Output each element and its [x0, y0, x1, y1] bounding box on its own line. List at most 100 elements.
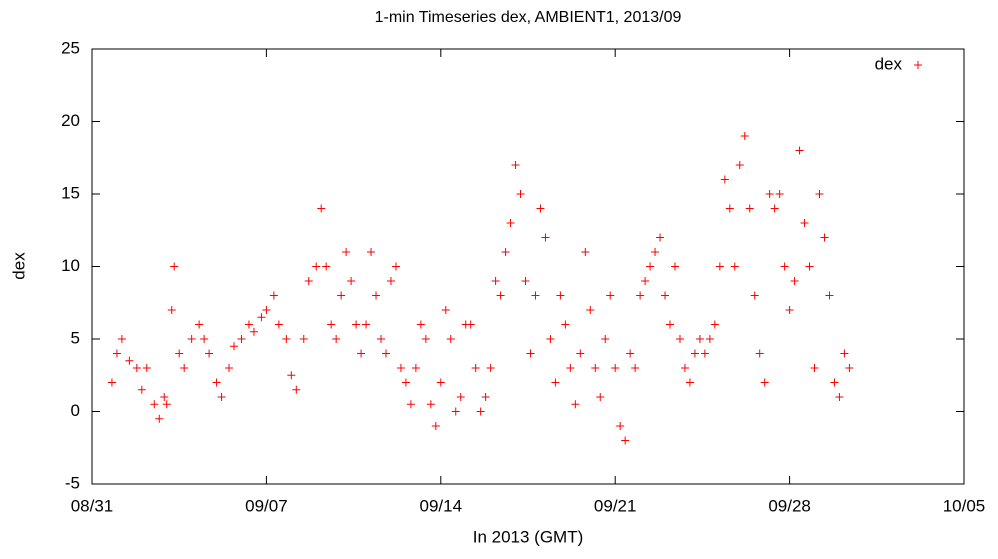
point: [725, 204, 734, 213]
point: [195, 320, 204, 329]
point: [436, 378, 445, 387]
point: [456, 393, 465, 401]
y-tick-label: 15: [61, 183, 80, 202]
point: [249, 327, 258, 336]
point: [581, 248, 590, 256]
point: [471, 364, 480, 372]
point: [616, 422, 625, 430]
point: [411, 364, 420, 372]
point: [466, 320, 475, 329]
point: [117, 335, 126, 343]
point: [680, 364, 689, 372]
point: [506, 219, 515, 227]
x-tick-label: 08/31: [71, 496, 114, 515]
point: [187, 335, 196, 343]
point: [541, 233, 550, 242]
point: [200, 335, 209, 343]
point: [591, 364, 600, 372]
y-tick-label: 5: [71, 328, 80, 347]
point: [656, 233, 665, 242]
point: [391, 262, 400, 271]
point: [496, 291, 505, 300]
point: [511, 161, 520, 169]
y-tick-label: 25: [61, 38, 80, 57]
point: [446, 335, 455, 343]
point: [596, 393, 605, 401]
point: [626, 349, 635, 358]
point: [244, 320, 253, 329]
y-tick-label: 10: [61, 256, 80, 275]
point: [636, 291, 645, 300]
point: [631, 364, 640, 372]
point: [840, 349, 849, 358]
point: [262, 306, 271, 314]
point: [745, 204, 754, 213]
point: [810, 364, 819, 372]
point: [795, 146, 804, 155]
point: [332, 335, 341, 343]
point: [690, 349, 699, 358]
point: [396, 364, 405, 372]
y-axis-label: dex: [9, 252, 28, 280]
point: [451, 407, 460, 416]
point: [566, 364, 575, 372]
point: [386, 277, 395, 285]
point: [641, 277, 650, 285]
point: [132, 364, 141, 372]
point: [830, 378, 839, 387]
point: [661, 291, 670, 300]
point: [230, 342, 239, 351]
point: [170, 262, 179, 271]
point: [486, 364, 495, 372]
point: [586, 306, 595, 314]
point: [107, 378, 116, 387]
point: [372, 291, 381, 300]
point: [401, 378, 410, 387]
point: [765, 190, 774, 198]
point: [536, 204, 545, 213]
point: [730, 262, 739, 271]
point: [317, 204, 326, 213]
x-tick-label: 10/05: [943, 496, 986, 515]
point: [825, 291, 834, 300]
plot-frame: [91, 48, 965, 485]
point: [167, 306, 176, 314]
point: [292, 385, 301, 394]
point: [546, 335, 555, 343]
point: [357, 349, 366, 358]
point: [790, 277, 799, 285]
point: [675, 335, 684, 343]
y-tick-label: 20: [61, 111, 80, 130]
x-tick-label: 09/28: [768, 496, 811, 515]
point: [406, 400, 415, 409]
point: [337, 291, 346, 300]
y-tick-label: 0: [71, 401, 80, 420]
point: [225, 364, 234, 372]
x-tick-label: 09/07: [245, 496, 288, 515]
point: [175, 349, 184, 358]
point: [274, 320, 283, 329]
point: [720, 175, 729, 184]
point: [710, 320, 719, 329]
point: [621, 436, 630, 445]
point: [352, 320, 361, 329]
point: [377, 335, 386, 343]
point: [282, 335, 291, 343]
point: [426, 400, 435, 409]
point: [476, 407, 485, 416]
point: [501, 248, 510, 256]
point: [212, 378, 221, 387]
point: [705, 335, 714, 343]
point: [142, 364, 151, 372]
point: [646, 262, 655, 271]
chart-title: 1-min Timeseries dex, AMBIENT1, 2013/09: [375, 9, 682, 26]
point: [347, 277, 356, 285]
point: [312, 262, 321, 271]
point: [516, 190, 525, 198]
point: [820, 233, 829, 242]
point: [815, 190, 824, 198]
point: [740, 132, 749, 140]
point: [735, 161, 744, 169]
x-tick-label: 09/21: [594, 496, 637, 515]
